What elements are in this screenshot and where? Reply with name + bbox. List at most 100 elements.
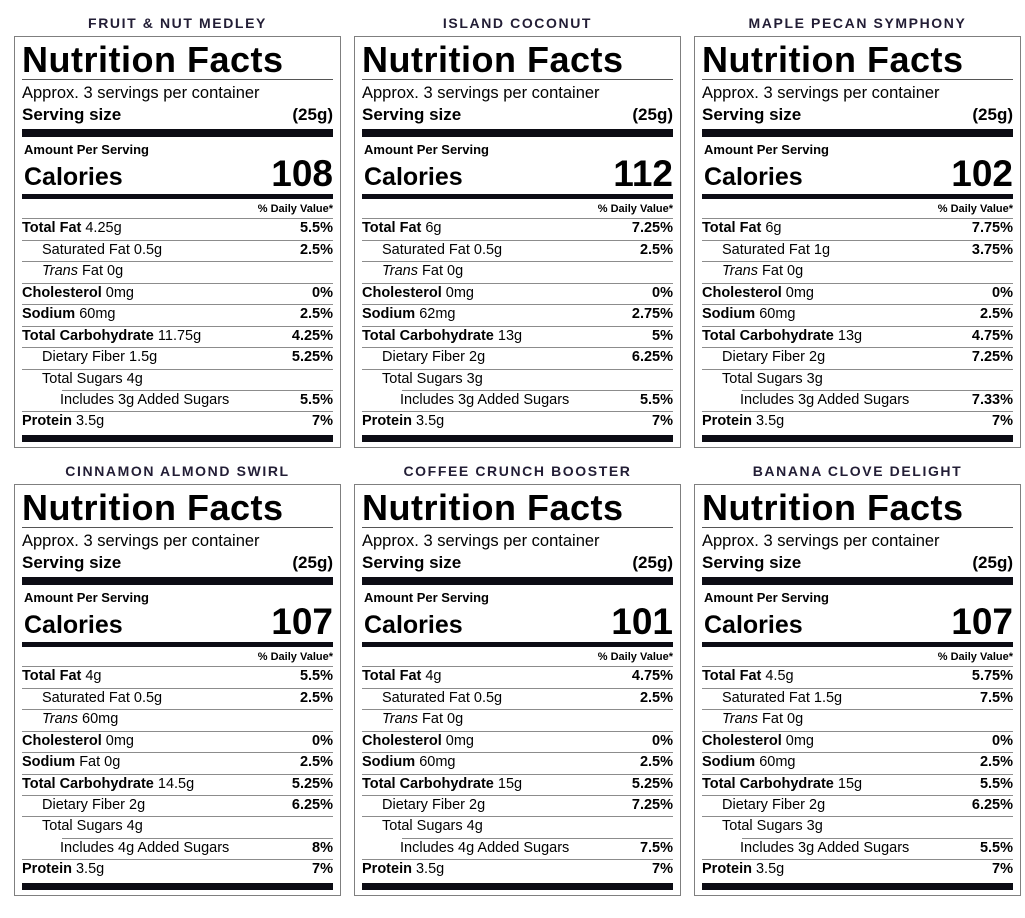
nutrition-label: Nutrition Facts Approx. 3 servings per co… [354, 483, 681, 896]
daily-value-percent: 2.5% [979, 306, 1013, 323]
nutrient-amount: 4.5g [761, 668, 794, 685]
nutrient-text: Cholesterol 0mg [362, 284, 475, 302]
serving-size-row: Serving size (25g) [702, 552, 1013, 577]
daily-value-percent: 2.5% [639, 689, 673, 706]
row-divider [362, 368, 673, 370]
nutrient-amount: 60mg [415, 754, 456, 771]
thick-divider [702, 129, 1013, 138]
nutrition-labels-grid: FRUIT & NUT MEDLEY Nutrition Facts Approx.… [14, 0, 1021, 896]
nutrient-row: Includes 3g Added Sugars 5.5% [362, 391, 673, 411]
medium-divider [702, 194, 1013, 200]
nutrient-amount: Fat 0g [758, 711, 804, 728]
daily-value-percent: 5.25% [631, 775, 673, 792]
nutrient-text: Total Fat 4.5g [702, 668, 794, 685]
nutrient-name-italic: Trans [722, 711, 758, 728]
daily-value-percent: 2.5% [299, 306, 333, 323]
nutrient-name: Protein [362, 861, 412, 878]
nutrient-amount: 3.5g [411, 413, 445, 430]
nutrient-amount: Saturated Fat 0.5g [382, 241, 503, 258]
nutrient-amount: 0mg [441, 284, 475, 301]
row-divider [702, 325, 1013, 327]
nutrient-row: Dietary Fiber 2g 6.25% [702, 796, 1013, 816]
row-divider [22, 218, 333, 220]
nutrition-label: Nutrition Facts Approx. 3 servings per co… [14, 483, 341, 896]
nutrient-row: Trans Fat 0g [362, 262, 673, 282]
nutrient-amount: 3.5g [751, 861, 785, 878]
daily-value-percent: 4.75% [971, 327, 1013, 344]
nutrient-row: Sodium 60mg 2.5% [22, 305, 333, 325]
nutrient-name: Sodium [702, 306, 756, 323]
daily-value-percent: 5% [652, 327, 673, 344]
nutrient-amount: 60mg [755, 306, 796, 323]
row-divider [22, 816, 333, 818]
nutrient-name: Total Carbohydrate [362, 327, 494, 344]
nutrient-amount: Includes 4g Added Sugars [400, 839, 570, 856]
daily-value-percent: 2.5% [639, 754, 673, 771]
nutrient-amount: 3.5g [71, 861, 105, 878]
nutrient-name: Protein [702, 861, 752, 878]
row-divider [742, 837, 1013, 839]
nutrient-text: Total Sugars 4g [22, 818, 143, 835]
nutrient-row: Sodium 60mg 2.5% [702, 305, 1013, 325]
nutrient-row: Total Sugars 3g [702, 817, 1013, 837]
row-divider [402, 389, 673, 391]
nutrient-text: Saturated Fat 0.5g [22, 242, 162, 259]
daily-value-percent: 7.25% [631, 220, 673, 237]
row-divider [22, 239, 333, 241]
nutrient-row: Sodium 62mg 2.75% [362, 305, 673, 325]
nutrient-name: Total Carbohydrate [702, 775, 834, 792]
daily-value-percent: 2.75% [631, 306, 673, 323]
nutrient-row: Includes 3g Added Sugars 7.33% [702, 391, 1013, 411]
nutrient-row: Trans Fat 0g [702, 710, 1013, 730]
row-divider [362, 794, 673, 796]
serving-size-label: Serving size [702, 553, 802, 573]
nutrient-name: Protein [22, 861, 72, 878]
serving-size-label: Serving size [362, 105, 462, 125]
servings-per-container: Approx. 3 servings per container [362, 532, 600, 551]
nutrient-amount: 0mg [441, 732, 475, 749]
row-divider [702, 816, 1013, 818]
row-divider [362, 859, 673, 861]
serving-size-label: Serving size [22, 105, 122, 125]
nutrition-label-cell: FRUIT & NUT MEDLEY Nutrition Facts Approx.… [14, 0, 341, 448]
row-divider [362, 752, 673, 754]
daily-value-percent: 7% [652, 413, 673, 430]
calories-value: 107 [951, 601, 1013, 643]
nutrient-row: Saturated Fat 0.5g 2.5% [22, 689, 333, 709]
medium-divider [362, 642, 673, 648]
medium-divider [362, 194, 673, 200]
nutrient-amount: Total Sugars 4g [42, 370, 143, 387]
nutrient-row: Sodium 60mg 2.5% [362, 753, 673, 773]
serving-size-value: (25g) [292, 105, 333, 125]
nutrient-row: Dietary Fiber 2g 6.25% [362, 348, 673, 368]
nutrition-label: Nutrition Facts Approx. 3 servings per co… [694, 36, 1021, 448]
nutrient-text: Saturated Fat 0.5g [22, 690, 162, 707]
nutrition-label: Nutrition Facts Approx. 3 servings per co… [694, 483, 1021, 896]
row-divider [702, 304, 1013, 306]
calories-label: Calories [364, 610, 463, 639]
row-divider [362, 666, 673, 668]
daily-value-percent: 5.25% [291, 775, 333, 792]
daily-value-percent: 7.25% [631, 796, 673, 813]
daily-value-percent: 2.5% [299, 689, 333, 706]
row-divider [22, 325, 333, 327]
daily-value-percent: 7.75% [971, 220, 1013, 237]
nutrient-row: Total Fat 4g 4.75% [362, 667, 673, 687]
nutrient-text: Protein 3.5g [702, 861, 785, 878]
bottom-divider [702, 434, 1013, 442]
nutrient-text: Dietary Fiber 2g [362, 797, 485, 814]
nutrient-amount: Includes 3g Added Sugars [740, 391, 910, 408]
nutrient-amount: Includes 3g Added Sugars [740, 839, 910, 856]
nutrient-text: Total Carbohydrate 11.75g [22, 328, 201, 345]
nutrient-row: Total Carbohydrate 13g 5% [362, 327, 673, 347]
nutrient-row: Trans Fat 0g [22, 262, 333, 282]
nutrient-text: Sodium 62mg [362, 306, 455, 323]
nutrient-name: Sodium [362, 754, 416, 771]
bottom-divider [702, 882, 1013, 890]
nutrient-text: Dietary Fiber 2g [702, 349, 825, 366]
nutrient-text: Trans Fat 0g [702, 711, 804, 728]
nutrient-name: Total Fat [22, 668, 82, 685]
nutrient-row: Protein 3.5g 7% [362, 412, 673, 432]
nutrient-name: Cholesterol [702, 732, 782, 749]
bottom-divider [362, 434, 673, 442]
